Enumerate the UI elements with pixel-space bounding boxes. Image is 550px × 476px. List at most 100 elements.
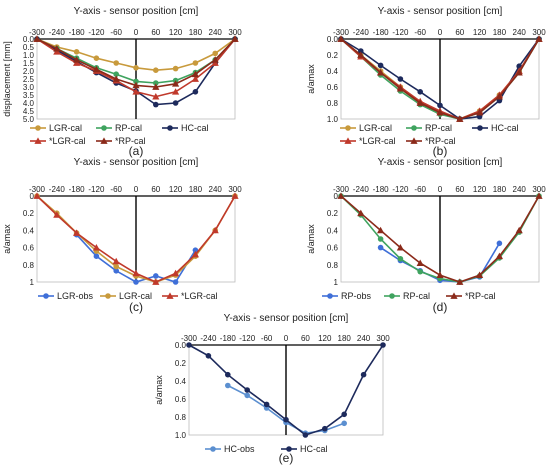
legend-entry: *LGR-cal — [49, 136, 86, 146]
x-tick-label: 0 — [284, 334, 289, 343]
x-tick-label: 60 — [151, 185, 160, 194]
x-tick-label: 300 — [228, 28, 242, 37]
x-tick-label: -120 — [88, 28, 105, 37]
data-point — [172, 88, 180, 95]
x-tick-label: -60 — [110, 28, 122, 37]
x-tick-label: 300 — [376, 334, 390, 343]
x-tick-label: 180 — [493, 185, 507, 194]
legend-entry: *RP-cal — [465, 291, 496, 301]
data-point — [153, 101, 159, 108]
data-point — [153, 80, 159, 86]
x-tick-label: 180 — [493, 28, 507, 37]
x-tick-label: 240 — [513, 185, 527, 194]
y-tick-label: 0.0 — [23, 35, 35, 44]
y-tick-label: 0.8 — [327, 99, 339, 108]
y-tick-label: 0.0 — [327, 35, 339, 44]
data-point — [377, 236, 384, 242]
y-tick-label: 0.6 — [23, 244, 35, 253]
y-tick-label: 3.0 — [23, 83, 35, 92]
x-tick-label: 240 — [209, 185, 223, 194]
chart-panel-b: Y-axis - sensor position [cm] -300 -240 -18… — [306, 6, 546, 158]
y-tick-label: 2.0 — [23, 67, 35, 76]
legend-marker — [35, 125, 41, 131]
y-tick-label: 1.5 — [23, 59, 35, 68]
y-tick-label: 0.2 — [327, 209, 339, 218]
legend: LGR-cal RP-cal HC-cal *LGR-cal *RP-cal — [340, 123, 519, 146]
chart-title: Y-axis - sensor position [cm] — [74, 6, 199, 17]
x-tick-label: 60 — [301, 334, 310, 343]
data-point — [192, 60, 199, 66]
data-point — [436, 109, 444, 116]
data-point — [496, 240, 503, 247]
y-tick-label: 4.5 — [23, 107, 35, 116]
legend-entry: *RP-cal — [115, 136, 146, 146]
legend-marker — [411, 125, 417, 131]
legend-marker — [167, 125, 173, 131]
legend-marker — [101, 125, 107, 131]
y-tick-label: 0.8 — [23, 261, 35, 270]
x-tick-label: 0 — [134, 28, 139, 37]
data-point — [132, 81, 140, 89]
y-tick-label: 0.2 — [23, 209, 35, 218]
x-tick-label: 240 — [357, 334, 371, 343]
y-tick-label: 0.6 — [175, 395, 187, 404]
y-tick-label: 0.6 — [327, 83, 339, 92]
data-point — [211, 226, 219, 234]
x-tick-label: -180 — [69, 185, 86, 194]
data-point — [152, 93, 160, 100]
data-point — [436, 271, 444, 278]
x-tick-label: -60 — [110, 185, 122, 194]
x-tick-label: -120 — [88, 185, 105, 194]
y-tick-label: 0.8 — [175, 413, 187, 422]
legend-marker — [210, 446, 216, 452]
data-point — [191, 250, 199, 258]
data-point — [396, 244, 404, 251]
data-point — [357, 51, 365, 58]
data-point — [132, 88, 140, 95]
legend-marker — [105, 293, 111, 299]
x-tick-label: -240 — [49, 185, 66, 194]
legend-entry: RP-cal — [425, 123, 452, 133]
data-point — [244, 387, 250, 393]
data-point — [515, 226, 523, 234]
legend-entry: LGR-cal — [119, 291, 152, 301]
data-point — [417, 89, 424, 95]
x-tick-label: 180 — [338, 334, 352, 343]
data-point — [112, 75, 120, 82]
series--rp-cal — [33, 35, 239, 90]
data-point — [225, 382, 231, 389]
data-point — [495, 252, 503, 260]
chart-panel-d: Y-axis - sensor position [cm] -300 -240 -18… — [306, 157, 546, 314]
x-tick-label: -120 — [239, 334, 256, 343]
legend-entry: RP-cal — [403, 291, 430, 301]
data-point — [377, 69, 385, 76]
x-tick-label: -240 — [353, 185, 370, 194]
legend-entry: *RP-cal — [425, 136, 456, 146]
x-tick-label: -240 — [49, 28, 66, 37]
data-point — [322, 425, 328, 432]
data-point — [152, 83, 160, 90]
data-point — [113, 263, 119, 270]
x-tick-label: -180 — [69, 28, 86, 37]
data-point — [211, 56, 219, 63]
x-tick-label: -300 — [333, 185, 350, 194]
data-point — [341, 411, 348, 418]
y-axis-label: a/amax — [2, 224, 12, 254]
chart-panel-c: Y-axis - sensor position [cm] -300 -240 -18… — [2, 157, 242, 314]
legend-marker — [43, 293, 49, 299]
data-point — [92, 65, 100, 73]
data-point — [337, 35, 345, 42]
y-tick-label: 0.4 — [327, 226, 339, 235]
legend-marker — [389, 293, 395, 299]
x-tick-label: 180 — [189, 185, 203, 194]
data-point — [53, 211, 61, 218]
x-tick-label: 0 — [438, 28, 443, 37]
x-tick-label: -180 — [373, 28, 390, 37]
data-point — [172, 100, 179, 106]
panel-label: (a) — [129, 144, 144, 158]
data-point — [92, 244, 100, 251]
data-point — [132, 269, 140, 277]
y-tick-label: 1 — [334, 278, 339, 287]
series--rp-cal — [337, 192, 543, 285]
data-point — [172, 279, 179, 285]
